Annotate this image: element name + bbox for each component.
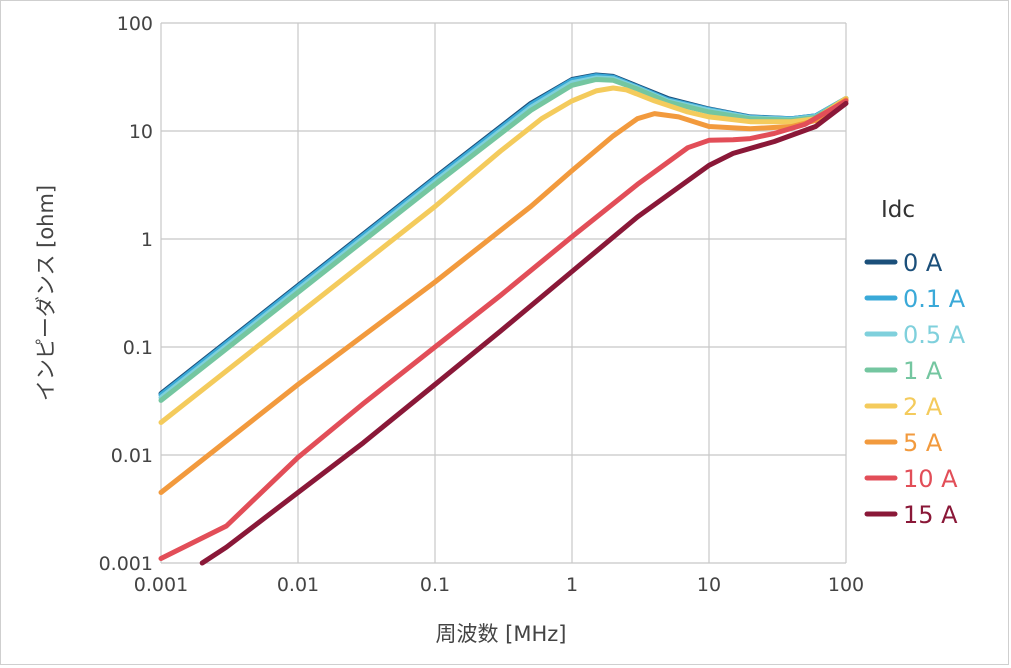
legend-label: 0.1 A <box>903 285 966 313</box>
legend-label: 5 A <box>903 429 943 457</box>
y-tick-label: 0.01 <box>111 445 153 467</box>
series-layer <box>158 72 849 566</box>
tick-labels: 0.001 0.01 0.1 1 10 100 0.001 0.01 0.1 1 10 100 <box>99 13 865 596</box>
x-tick-label: 100 <box>828 574 864 596</box>
x-axis-label: 周波数 [MHz] <box>436 622 567 646</box>
y-tick-label: 1 <box>141 229 153 251</box>
legend-title: Idc <box>881 197 915 223</box>
y-axis-label: インピーダンス [ohm] <box>34 185 58 401</box>
y-tick-label: 100 <box>117 13 153 35</box>
series-line <box>158 98 849 561</box>
x-tick-label: 0.01 <box>277 574 319 596</box>
legend-label: 10 A <box>903 465 958 493</box>
series-line <box>199 100 849 566</box>
y-tick-label: 0.1 <box>123 337 153 359</box>
legend: Idc 0 A 0.1 A 0.5 A 1 A 2 A 5 A 10 A 15 A <box>864 197 966 529</box>
x-tick-label: 0.001 <box>134 574 188 596</box>
legend-label: 1 A <box>903 357 943 385</box>
grid-lines <box>160 22 847 564</box>
x-tick-label: 1 <box>566 574 578 596</box>
y-tick-label: 10 <box>129 121 153 143</box>
y-tick-label: 0.001 <box>99 553 153 575</box>
legend-label: 2 A <box>903 393 943 421</box>
legend-label: 0 A <box>903 249 943 277</box>
legend-label: 0.5 A <box>903 321 966 349</box>
legend-label: 15 A <box>903 501 958 529</box>
series-line <box>158 85 849 425</box>
series-line <box>158 97 849 495</box>
x-tick-label: 0.1 <box>420 574 450 596</box>
x-tick-label: 10 <box>697 574 721 596</box>
